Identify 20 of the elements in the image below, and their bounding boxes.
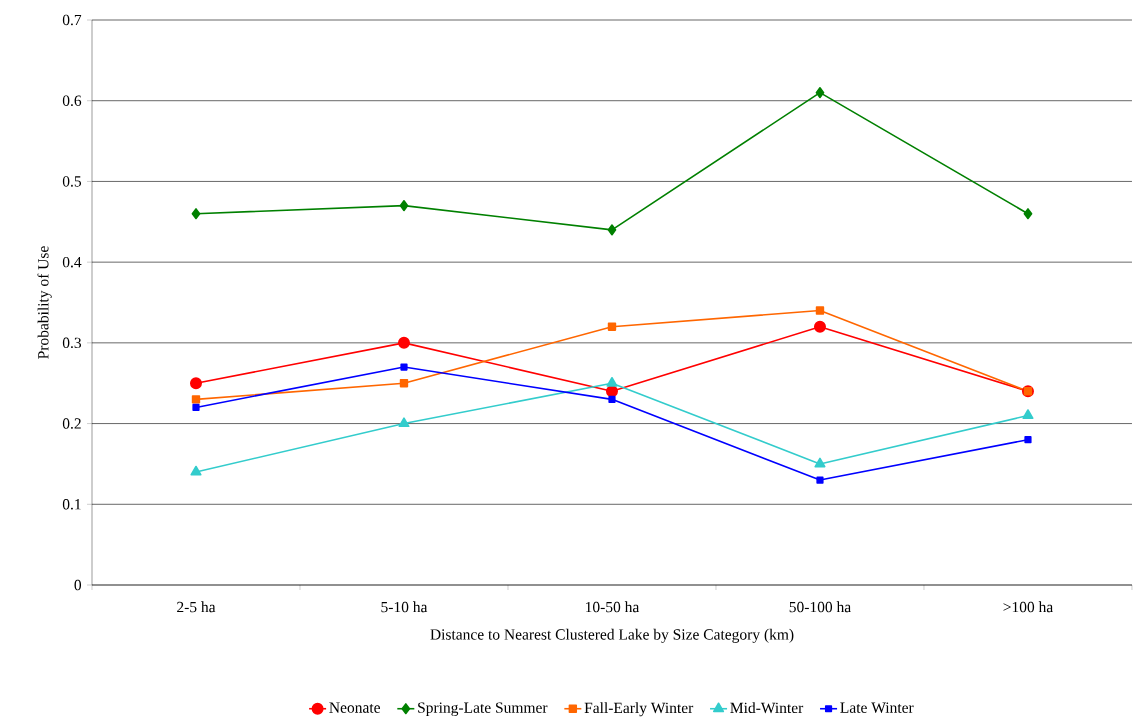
y-tick-label: 0.2 bbox=[62, 418, 81, 429]
x-tick-label: 2-5 ha bbox=[177, 601, 216, 613]
x-axis-title: Distance to Nearest Clustered Lake by Size Category (km) bbox=[430, 628, 794, 643]
y-tick-label: 0 bbox=[74, 579, 82, 591]
legend-label: Neonate bbox=[329, 702, 380, 713]
y-tick-label: 0.5 bbox=[62, 176, 82, 187]
y-tick-label: 0.4 bbox=[62, 256, 82, 268]
y-axis-title: Probability of Use bbox=[37, 246, 52, 359]
y-tick-label: 0.7 bbox=[62, 14, 82, 26]
y-tick-label: 0.3 bbox=[62, 337, 82, 348]
x-tick-label: 10-50 ha bbox=[586, 601, 640, 613]
y-tick-label: 0.1 bbox=[62, 498, 81, 510]
x-tick-label: 5-10 ha bbox=[381, 601, 428, 613]
legend-label: Late Winter bbox=[840, 702, 914, 713]
legend-label: Spring-Late Summer bbox=[418, 702, 548, 716]
x-tick-label: 50-100 ha bbox=[789, 601, 851, 613]
legend-label: Fall-Early Winter bbox=[584, 702, 694, 717]
x-tick-label: >100 ha bbox=[1003, 601, 1053, 613]
legend-label: Mid-Winter bbox=[730, 702, 804, 714]
y-tick-label: 0.6 bbox=[62, 95, 82, 106]
